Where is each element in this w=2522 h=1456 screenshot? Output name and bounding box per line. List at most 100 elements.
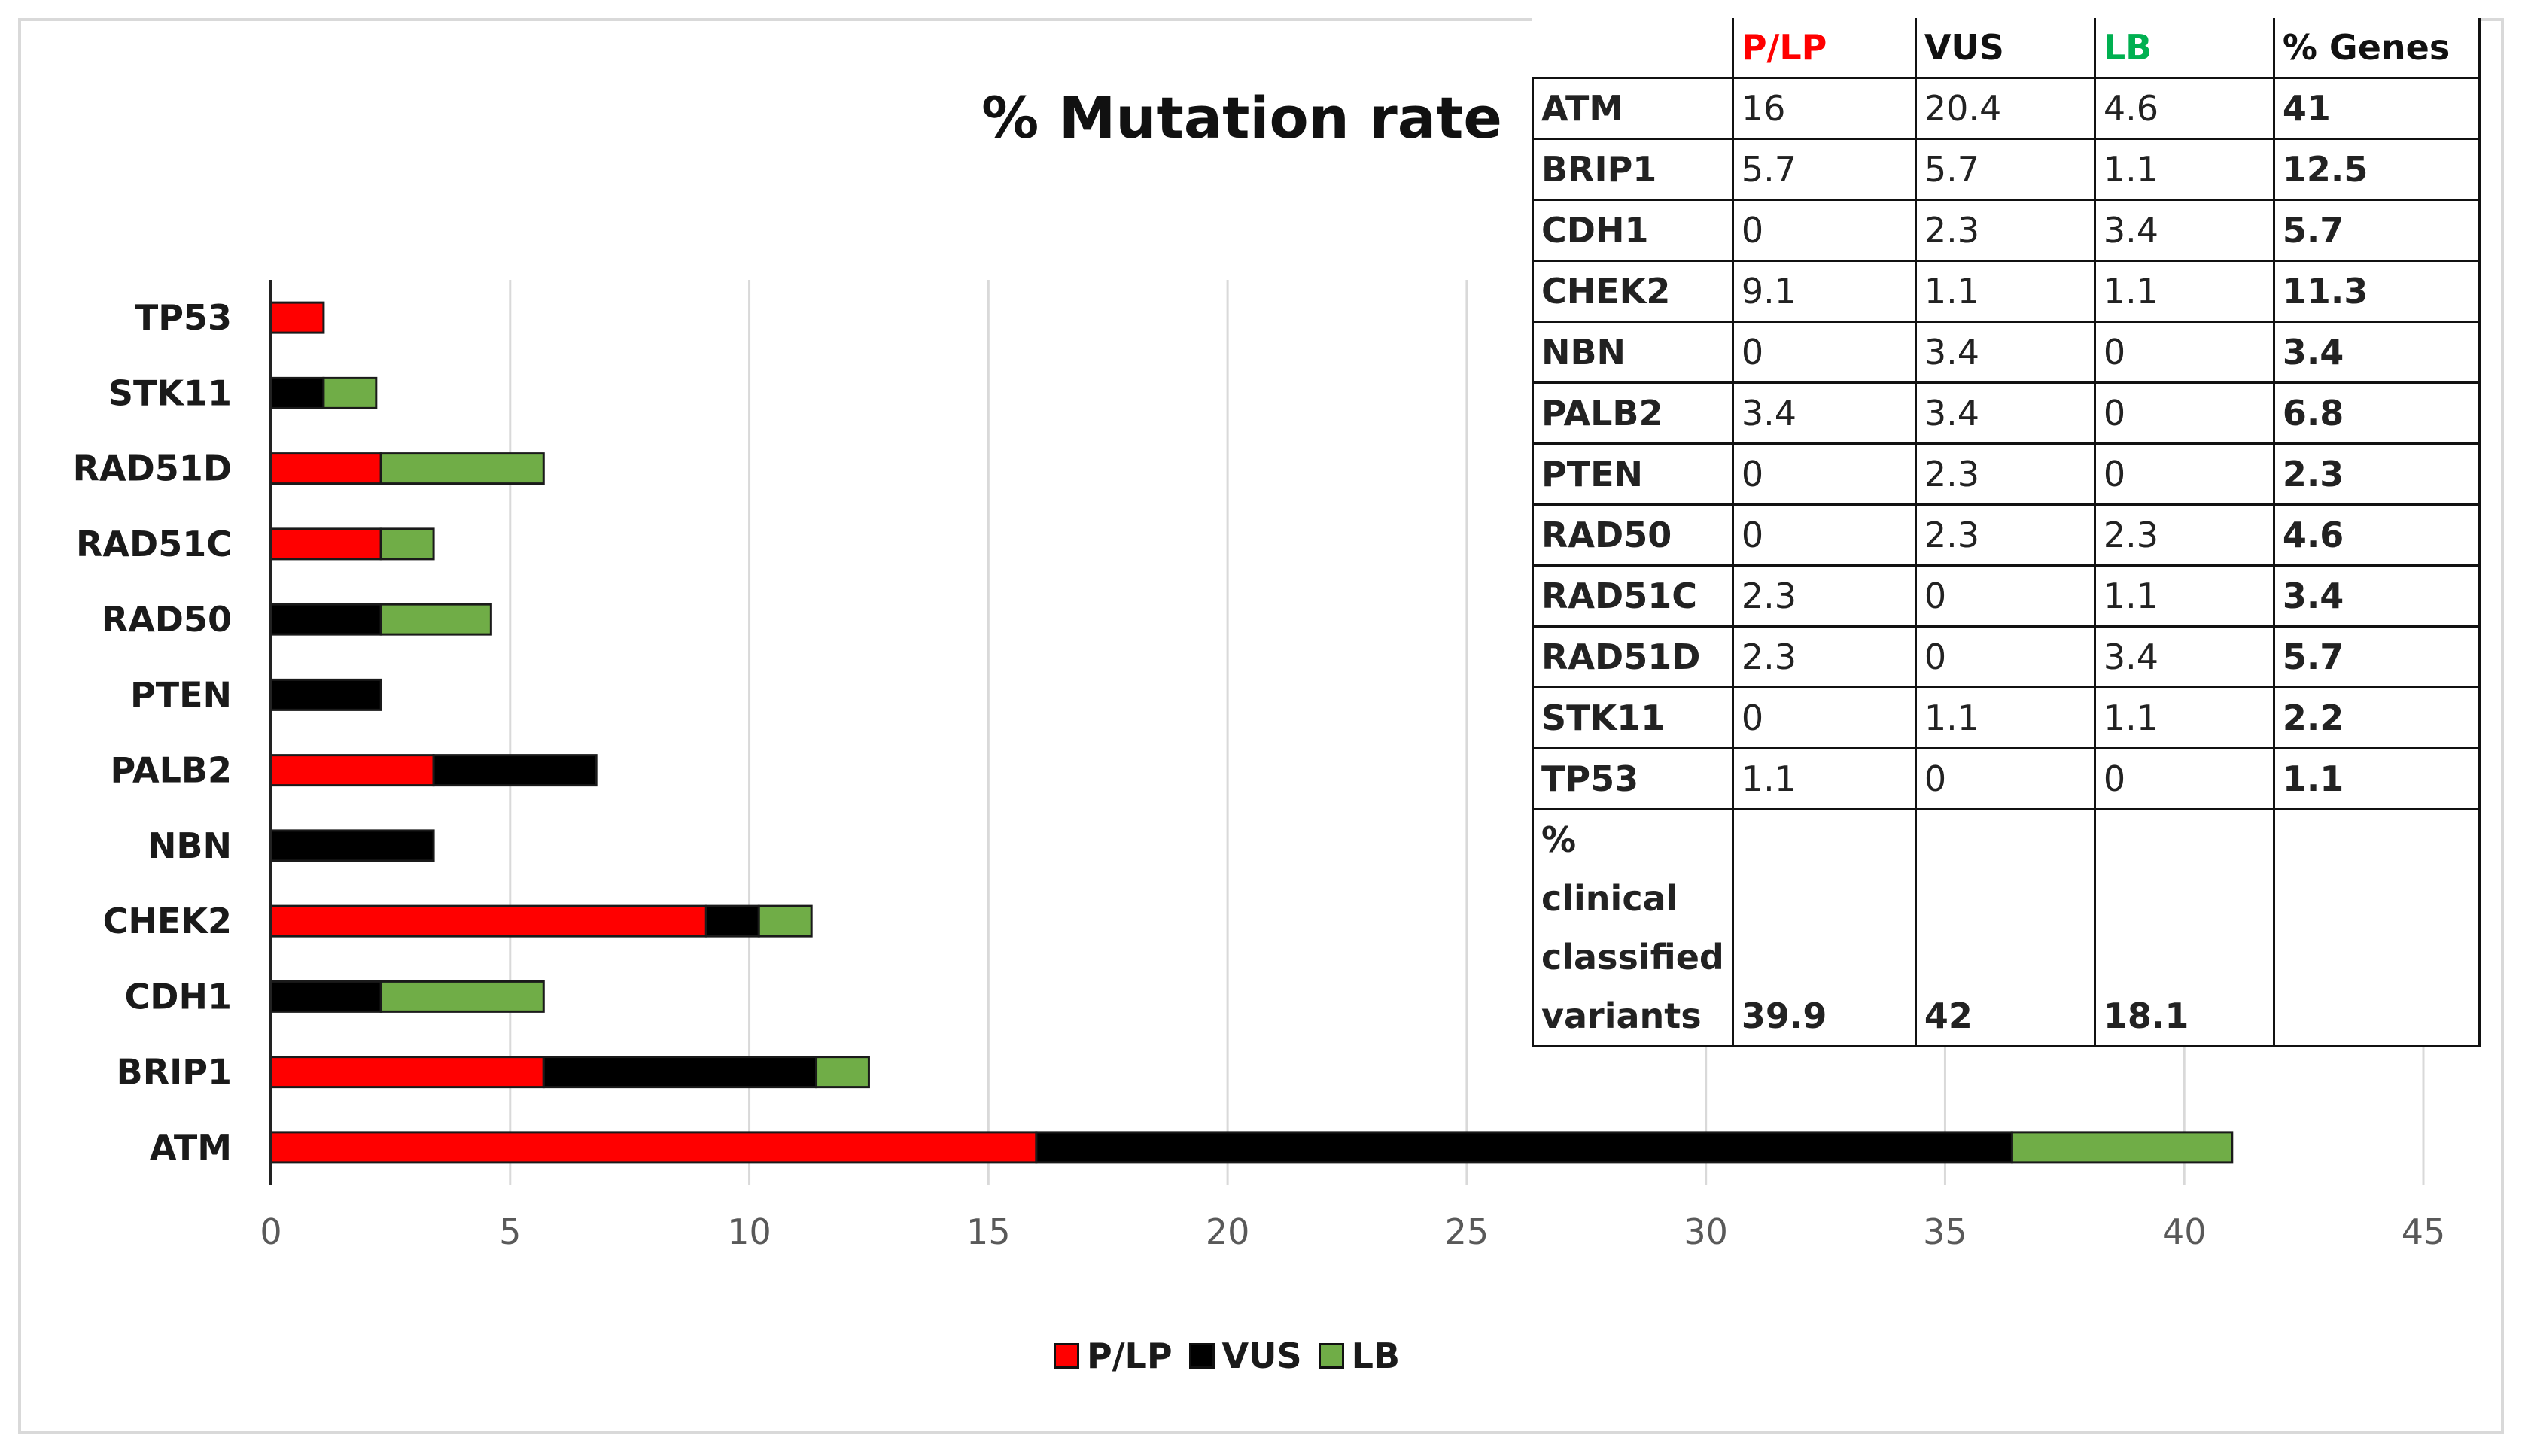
bar-pten-vus <box>269 678 382 711</box>
x-tick-label: 40 <box>2162 1211 2207 1252</box>
category-labels: TP53 STK11 RAD51D RAD51C RAD50 PTEN PALB2 NBN CH… <box>73 297 232 1168</box>
table-cell-lb: 0 <box>2093 442 2275 506</box>
table-cell-gene: RAD50 <box>1532 503 1734 567</box>
category-label-rad51d: RAD51D <box>73 448 232 489</box>
bar-rad50-vus <box>269 603 382 636</box>
table-cell-vus: 20.4 <box>1914 77 2096 140</box>
x-tick-label: 25 <box>1445 1211 1489 1252</box>
table-header-genes: % Genes <box>2272 18 2481 79</box>
table-header-row: P/LP VUS LB % Genes <box>1532 18 2481 79</box>
bar-rad51c-lb <box>379 527 435 561</box>
table-cell-total: 4.6 <box>2272 503 2481 567</box>
table-cell-total: 2.3 <box>2272 442 2481 506</box>
table-cell-vus: 0 <box>1914 747 2096 810</box>
table-cell-plp: 9.1 <box>1731 260 1917 323</box>
bar-rad51d-lb <box>379 452 545 485</box>
table-cell-gene: PTEN <box>1532 442 1734 506</box>
table-cell-plp: 0 <box>1731 686 1917 749</box>
table-cell-vus: 1.1 <box>1914 686 2096 749</box>
table-cell-gene: NBN <box>1532 321 1734 384</box>
table-cell-lb: 1.1 <box>2093 260 2275 323</box>
bar-cdh1-vus <box>269 980 382 1013</box>
legend-swatch-vus <box>1188 1343 1215 1369</box>
table-cell-total: 5.7 <box>2272 199 2481 262</box>
legend-swatch-plp <box>1054 1343 1079 1369</box>
table-cell-gene: RAD51D <box>1532 625 1734 688</box>
category-label-chek2: CHEK2 <box>103 901 232 941</box>
table-cell-plp: 0 <box>1731 442 1917 506</box>
table-cell-lb: 3.4 <box>2093 625 2275 688</box>
table-cell-lb: 2.3 <box>2093 503 2275 567</box>
x-tick-label: 20 <box>1206 1211 1250 1252</box>
category-label-pten: PTEN <box>130 674 232 715</box>
table-cell-gene: RAD51C <box>1532 564 1734 628</box>
table-row: BRIP1 5.7 5.7 1.1 12.5 <box>1532 138 2481 201</box>
bar-cdh1-lb <box>379 980 545 1013</box>
table-row: NBN 0 3.4 0 3.4 <box>1532 321 2481 384</box>
chart-title: % Mutation rate <box>981 84 1502 151</box>
table-row: ATM 16 20.4 4.6 41 <box>1532 77 2481 140</box>
table-cell-lb: 0 <box>2093 747 2275 810</box>
table-corner-cell <box>1532 18 1734 79</box>
table-cell-lb: 3.4 <box>2093 199 2275 262</box>
table-row: CHEK2 9.1 1.1 1.1 11.3 <box>1532 260 2481 323</box>
table-clinical-row: % clinical classified variants 39.9 42 1… <box>1532 808 2481 1047</box>
table-cell-total: 41 <box>2272 77 2481 140</box>
bar-nbn-vus <box>269 829 435 862</box>
x-tick-label: 30 <box>1684 1211 1728 1252</box>
category-label-brip1: BRIP1 <box>117 1052 232 1093</box>
table-cell-total: 5.7 <box>2272 625 2481 688</box>
legend-label-plp: P/LP <box>1087 1336 1173 1376</box>
x-tick-label: 15 <box>966 1211 1011 1252</box>
category-label-nbn: NBN <box>148 825 232 866</box>
bar-rad51c-plp <box>269 527 382 561</box>
table-cell-lb: 1.1 <box>2093 686 2275 749</box>
table-cell-gene: PALB2 <box>1532 381 1734 445</box>
legend-label-lb: LB <box>1351 1336 1401 1376</box>
table-row: TP53 1.1 0 0 1.1 <box>1532 747 2481 810</box>
table-cell-vus: 2.3 <box>1914 503 2096 567</box>
bar-palb2-plp <box>269 754 435 787</box>
table-cell-vus: 5.7 <box>1914 138 2096 201</box>
x-tick-label: 45 <box>2402 1211 2446 1252</box>
bar-palb2-vus <box>432 754 598 787</box>
x-tick-labels: 0 5 10 15 20 25 30 35 40 45 <box>260 1211 2445 1252</box>
x-tick-label: 0 <box>260 1211 281 1252</box>
clinical-vus: 42 <box>1914 808 2096 1047</box>
bar-atm-vus <box>1035 1131 2013 1164</box>
table-cell-lb: 1.1 <box>2093 564 2275 628</box>
table-cell-gene: BRIP1 <box>1532 138 1734 201</box>
clinical-lb: 18.1 <box>2093 808 2275 1047</box>
table-cell-total: 12.5 <box>2272 138 2481 201</box>
bar-brip1-vus <box>542 1056 818 1089</box>
table-cell-gene: ATM <box>1532 77 1734 140</box>
x-tick-label: 10 <box>727 1211 771 1252</box>
table-header-lb: LB <box>2093 18 2275 79</box>
table-cell-lb: 4.6 <box>2093 77 2275 140</box>
legend-label-vus: VUS <box>1221 1336 1302 1376</box>
table-cell-gene: STK11 <box>1532 686 1734 749</box>
clinical-total <box>2272 808 2481 1047</box>
legend-item-lb: LB <box>1318 1336 1401 1376</box>
bar-chek2-lb <box>757 904 813 938</box>
table-cell-gene: CHEK2 <box>1532 260 1734 323</box>
category-label-tp53: TP53 <box>135 297 232 338</box>
bar-rad50-lb <box>379 603 492 636</box>
table-row: STK11 0 1.1 1.1 2.2 <box>1532 686 2481 749</box>
table-row: PTEN 0 2.3 0 2.3 <box>1532 442 2481 506</box>
clinical-plp: 39.9 <box>1731 808 1917 1047</box>
table-cell-vus: 3.4 <box>1914 321 2096 384</box>
table-row: RAD50 0 2.3 2.3 4.6 <box>1532 503 2481 567</box>
category-label-rad50: RAD50 <box>102 599 232 640</box>
table-header-vus: VUS <box>1914 18 2096 79</box>
bar-chek2-vus <box>704 904 760 938</box>
table-cell-gene: CDH1 <box>1532 199 1734 262</box>
table-cell-plp: 0 <box>1731 321 1917 384</box>
table-row: CDH1 0 2.3 3.4 5.7 <box>1532 199 2481 262</box>
table-cell-vus: 2.3 <box>1914 199 2096 262</box>
table-cell-plp: 0 <box>1731 199 1917 262</box>
table-cell-plp: 0 <box>1731 503 1917 567</box>
table-cell-total: 3.4 <box>2272 321 2481 384</box>
x-tick-label: 35 <box>1923 1211 1967 1252</box>
legend-item-vus: VUS <box>1188 1336 1302 1376</box>
